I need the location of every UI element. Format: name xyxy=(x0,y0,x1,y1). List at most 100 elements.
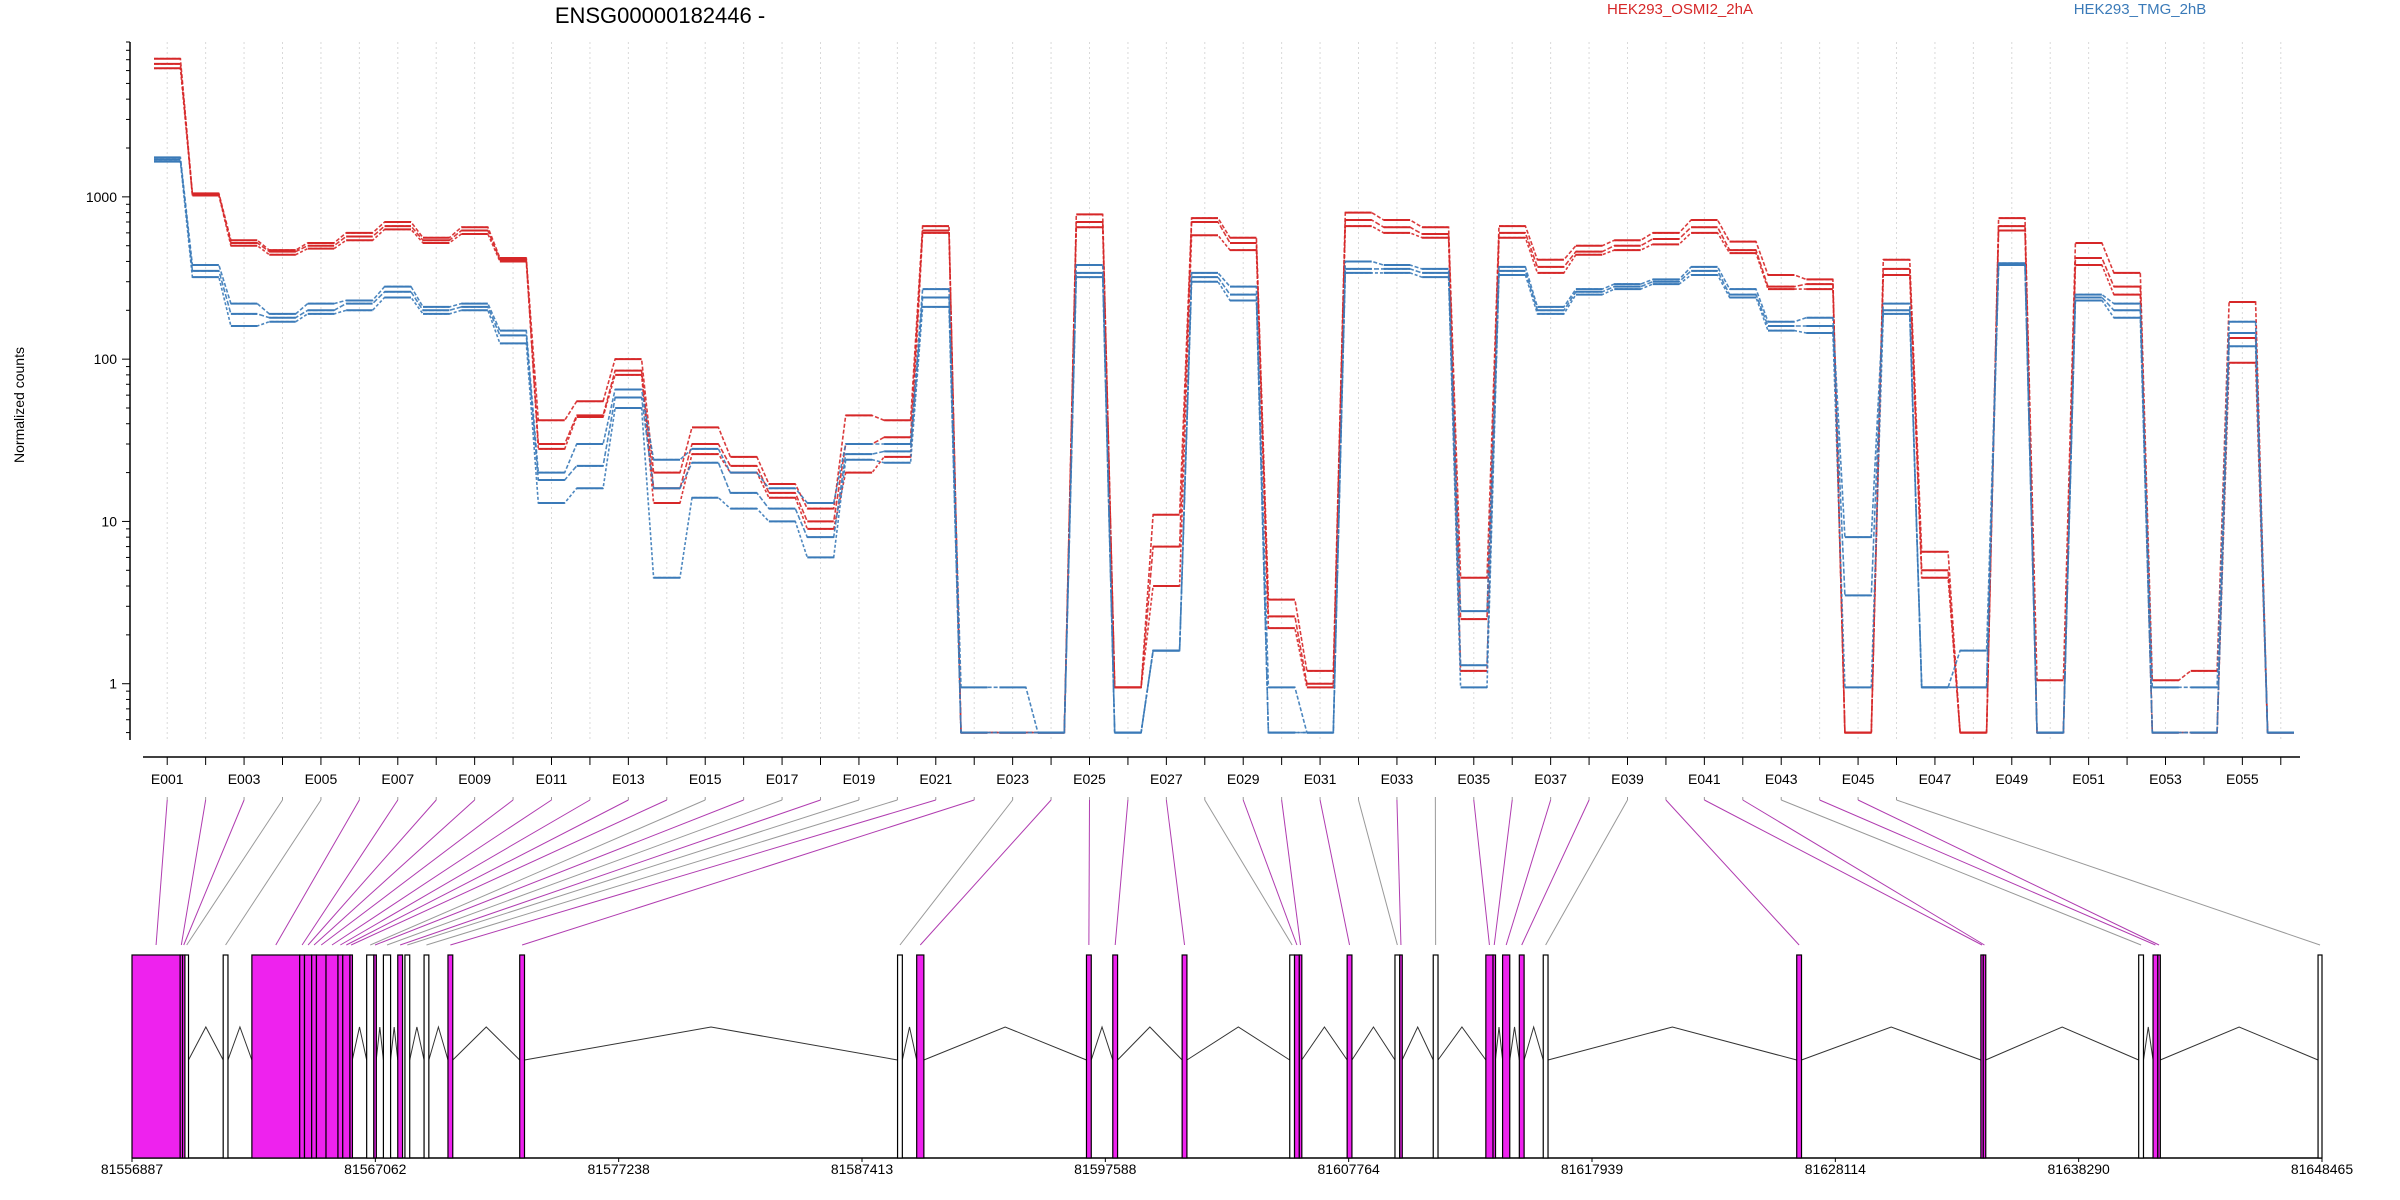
exon-connector xyxy=(320,799,514,946)
exon-connector xyxy=(183,799,245,946)
exon-tick-label: E043 xyxy=(1765,771,1798,787)
coord-label: 81628114 xyxy=(1805,1161,1866,1177)
exon-tick-label: E009 xyxy=(458,771,491,787)
exon-connector xyxy=(1473,799,1490,946)
connector-layer xyxy=(155,797,2321,946)
exon-block xyxy=(1982,954,1987,1159)
exon-block xyxy=(251,954,301,1159)
exon-connector xyxy=(186,799,283,946)
intron xyxy=(1301,1026,1348,1061)
exon-block xyxy=(1346,954,1353,1159)
x-axis: E001 E003 E005 E007 E009 E011 E013 E015 E017 E019… xyxy=(143,756,2300,787)
exon-tick-label: E045 xyxy=(1842,771,1875,787)
exon-connector xyxy=(155,799,168,946)
coord-label: 81648465 xyxy=(2291,1161,2354,1177)
coord-label: 81638290 xyxy=(2048,1161,2111,1177)
exon-block xyxy=(1298,954,1303,1159)
intron xyxy=(227,1025,253,1061)
exon-block xyxy=(2138,954,2145,1159)
coord-label: 81567062 xyxy=(344,1161,407,1177)
exon-connector xyxy=(1396,799,1402,946)
exon-connector xyxy=(225,799,322,946)
coord-label: 81556887 xyxy=(101,1161,164,1177)
intron xyxy=(1547,1026,1797,1061)
exon-block xyxy=(1289,954,1296,1159)
exon-block xyxy=(916,954,925,1159)
intron xyxy=(1801,1026,1982,1061)
exon-tick-label: E039 xyxy=(1611,771,1644,787)
exon-tick-label: E031 xyxy=(1304,771,1337,787)
exon-tick-label: E037 xyxy=(1534,771,1567,787)
exon-connector xyxy=(1545,799,1628,946)
legend-label-tmg: HEK293_TMG_2hB xyxy=(2074,1,2207,18)
exon-connector xyxy=(1819,799,2156,946)
exon-tick-label: E033 xyxy=(1381,771,1414,787)
coordinate-axis: 81556887 81567062 81577238 81587413 81597588… xyxy=(101,1158,2354,1177)
exon-block xyxy=(349,954,354,1159)
intron xyxy=(1090,1025,1114,1061)
exon-connector xyxy=(1857,799,2160,946)
exon-block xyxy=(325,954,339,1159)
intron xyxy=(901,1026,918,1061)
exon-block xyxy=(1542,954,1549,1159)
exon-connector xyxy=(1665,799,1800,946)
series-line xyxy=(154,158,2294,734)
exon-tick-label: E023 xyxy=(996,771,1029,787)
exon-tick-label: E027 xyxy=(1150,771,1183,787)
exon-block xyxy=(382,954,392,1159)
exon-connector xyxy=(350,799,667,946)
exon-block xyxy=(1112,954,1119,1159)
intron xyxy=(452,1026,521,1061)
exon-connector xyxy=(275,799,360,946)
y-tick-label: 1000 xyxy=(86,189,117,205)
exon-block xyxy=(1181,954,1188,1159)
intron xyxy=(524,1026,898,1061)
exon-connector xyxy=(301,799,399,946)
exon-block xyxy=(1394,954,1401,1159)
exon-block xyxy=(2157,954,2161,1159)
exon-connector xyxy=(1242,799,1298,946)
exon-block xyxy=(184,954,190,1159)
exon-connector xyxy=(426,799,898,946)
exon-block xyxy=(519,954,526,1159)
exon-connector xyxy=(1742,799,1985,946)
exon-block xyxy=(299,954,306,1159)
intron xyxy=(2142,1026,2154,1061)
intron xyxy=(1117,1026,1183,1061)
intron xyxy=(2160,1026,2319,1061)
exon-tick-label: E029 xyxy=(1227,771,1260,787)
exon-block xyxy=(1796,954,1803,1159)
exon-tick-label: E003 xyxy=(228,771,261,787)
exon-tick-label: E055 xyxy=(2226,771,2259,787)
exon-block xyxy=(222,954,229,1159)
exon-connector xyxy=(307,799,437,946)
exon-connector xyxy=(1204,799,1293,946)
exon-connector xyxy=(450,799,936,946)
coord-label: 81597588 xyxy=(1074,1161,1137,1177)
exon-block xyxy=(423,954,430,1159)
chart-title: ENSG00000182446 - xyxy=(555,3,765,28)
exon-block xyxy=(342,954,351,1159)
legend-label-osmi2: HEK293_OSMI2_2hA xyxy=(1607,1,1753,18)
series-layer xyxy=(154,57,2294,734)
exon-tick-label: E019 xyxy=(843,771,876,787)
exon-block xyxy=(373,954,377,1159)
exon-connector xyxy=(521,799,975,946)
exon-block xyxy=(404,954,411,1159)
exon-connector xyxy=(1319,799,1351,946)
intron xyxy=(375,1026,384,1061)
exon-connector xyxy=(407,799,860,946)
exon-block xyxy=(1399,954,1403,1159)
intron xyxy=(1494,1026,1504,1061)
exon-block xyxy=(1501,954,1511,1159)
y-tick-label: 1 xyxy=(109,676,117,692)
exon-tick-label: E011 xyxy=(536,771,568,787)
exon-block xyxy=(1432,954,1439,1159)
exon-block xyxy=(337,954,344,1159)
exon-connector xyxy=(370,799,706,946)
exon-tick-label: E021 xyxy=(919,771,952,787)
exon-connector xyxy=(1521,799,1590,946)
coord-label: 81587413 xyxy=(831,1161,894,1177)
exon-tick-label: E005 xyxy=(305,771,338,787)
exon-block xyxy=(1085,954,1092,1159)
